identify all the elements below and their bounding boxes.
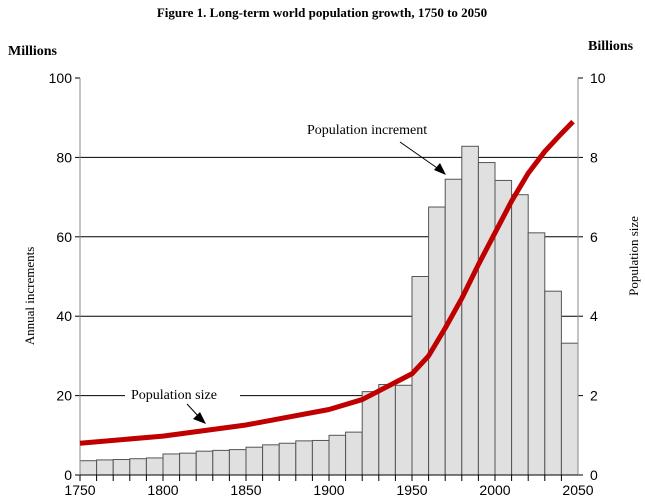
y-axis-label: Annual increments <box>22 247 37 346</box>
annotation-population-size: Population size <box>131 388 217 403</box>
y2-tick-label: 6 <box>590 229 598 245</box>
increment-bar <box>228 449 247 476</box>
x-tick-label: 1950 <box>396 482 427 498</box>
y2-tick-label: 4 <box>590 308 598 324</box>
increment-bar <box>212 449 230 476</box>
annotation-bg <box>300 119 450 139</box>
x-tick-label: 1800 <box>147 482 178 498</box>
increment-bar <box>79 460 98 476</box>
increment-bar <box>278 442 297 476</box>
increment-bar <box>129 458 147 476</box>
increment-bar <box>461 145 479 476</box>
population-size-line <box>79 119 575 446</box>
x-tick-label: 2000 <box>479 482 510 498</box>
y-tick-label: 40 <box>56 308 72 324</box>
y-tick-label: 100 <box>49 70 73 86</box>
y2-tick-label: 10 <box>590 70 606 86</box>
increment-bar <box>262 444 280 476</box>
increment-bar <box>162 453 181 476</box>
increment-bar <box>195 450 214 476</box>
increment-bar <box>411 276 430 476</box>
increment-bar <box>477 162 496 476</box>
increment-bar <box>378 383 396 476</box>
annotation-population-increment: Population increment <box>307 123 427 138</box>
y2-tick-label: 0 <box>590 467 598 483</box>
increment-bar <box>345 431 363 476</box>
increment-bar <box>245 446 264 476</box>
increment-bar <box>560 342 579 476</box>
y-tick-label: 0 <box>64 467 72 483</box>
x-tick-label: 1900 <box>313 482 344 498</box>
right-unit-label: Billions <box>588 39 634 54</box>
y2-tick-label: 8 <box>590 149 598 165</box>
x-tick-label: 2050 <box>562 482 593 498</box>
y-tick-label: 60 <box>56 229 72 245</box>
increment-bar <box>96 459 114 476</box>
increment-bar <box>527 232 546 476</box>
increment-bar <box>311 439 330 476</box>
y-tick-label: 80 <box>56 149 72 165</box>
left-unit-label: Millions <box>8 44 58 59</box>
x-tick-label: 1750 <box>64 482 95 498</box>
increment-bar <box>511 194 529 476</box>
y2-tick-label: 2 <box>590 388 598 404</box>
increment-bar <box>544 290 562 476</box>
arrow-head-increment <box>434 163 446 175</box>
x-tick-label: 1850 <box>230 482 261 498</box>
y-tick-label: 20 <box>56 388 72 404</box>
increment-bar <box>361 391 380 476</box>
increment-bar <box>112 459 131 476</box>
annotation-bg <box>125 384 240 404</box>
increment-bar <box>295 440 313 476</box>
y2-axis-label: Population size <box>626 216 641 296</box>
arrow-increment <box>399 141 441 171</box>
chart-title: Figure 1. Long-term world population gro… <box>157 5 487 20</box>
increment-bar <box>179 452 197 476</box>
increment-bar <box>145 457 164 476</box>
increment-bar <box>328 434 347 476</box>
increment-bar <box>394 384 413 476</box>
arrow-head-size <box>193 412 206 424</box>
